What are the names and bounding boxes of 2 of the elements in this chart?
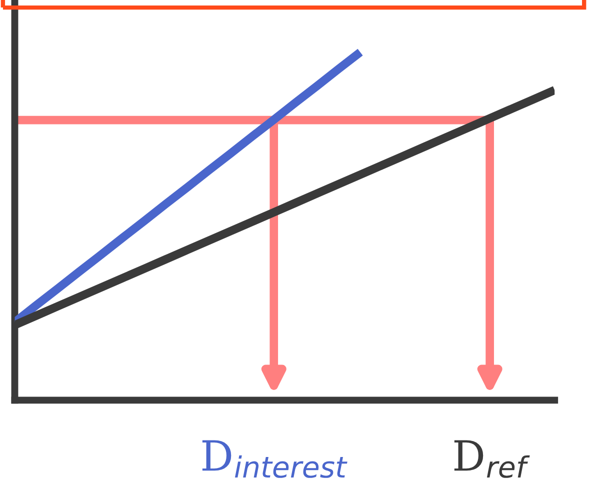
x-tick-label: D$_{ref}$ bbox=[454, 440, 530, 478]
x-tick-label: D$_{interest}$ bbox=[202, 440, 348, 478]
